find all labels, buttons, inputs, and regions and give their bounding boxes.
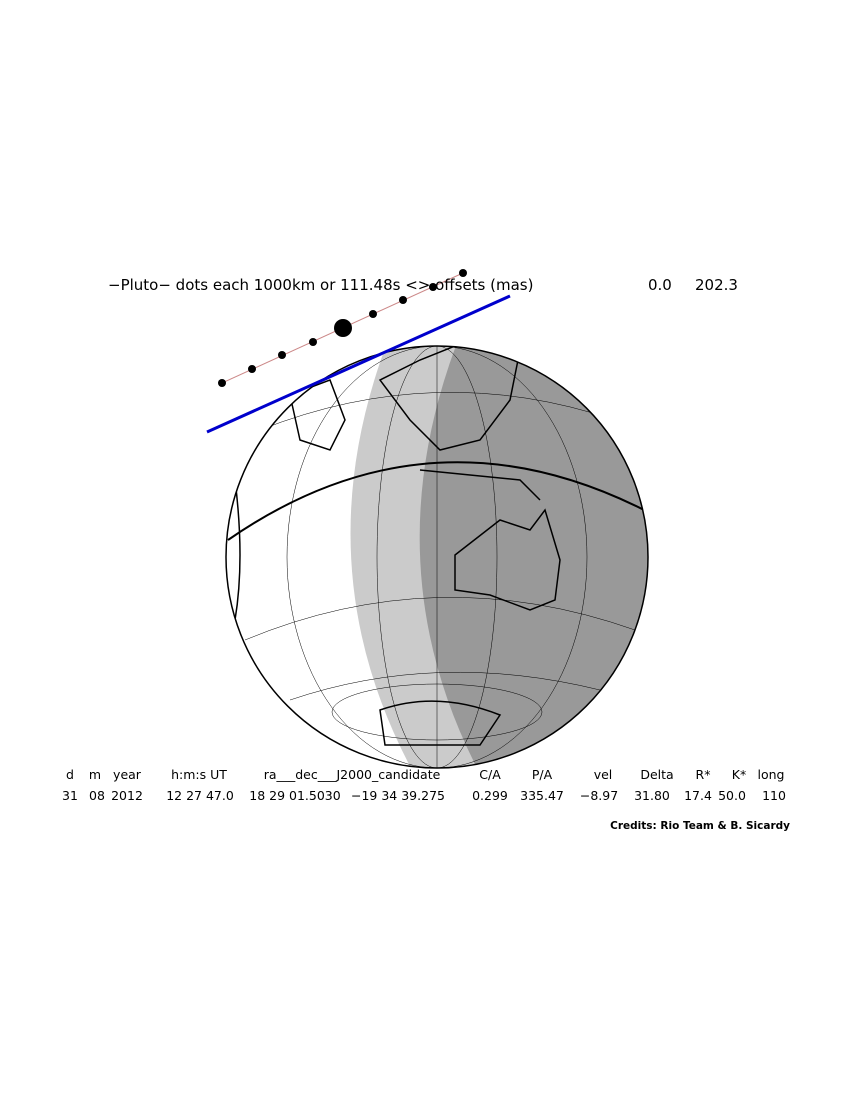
column-header: m [89,767,101,782]
globe [225,345,649,769]
title: −Pluto− dots each 1000km or 111.48s <> o… [108,276,533,294]
offset-y: 202.3 [695,276,738,294]
cell: −8.97 [580,788,618,803]
cell: 18 29 01.5030 [249,788,340,803]
cell: 12 27 47.0 [166,788,234,803]
column-header: h:m:s UT [171,767,227,782]
cell: 110 [762,788,786,803]
column-header: ra___dec___J2000_candidate [264,767,441,782]
column-header: year [113,767,142,782]
shadow-path [206,294,511,434]
dots [218,269,467,387]
column-header: C/A [479,767,501,782]
column-header: Delta [640,767,673,782]
cell: 50.0 [718,788,746,803]
cell: −19 34 39.275 [351,788,445,803]
cell: 17.4 [684,788,712,803]
cell: 08 [89,788,105,803]
cell: 31 [62,788,78,803]
column-header: K* [732,767,746,782]
cell: 0.299 [472,788,508,803]
cell: 2012 [111,788,143,803]
column-header: vel [594,767,613,782]
cell: 335.47 [520,788,564,803]
column-header: d [66,767,74,782]
column-header: long [758,767,785,782]
column-header: P/A [532,767,553,782]
offset-x: 0.0 [648,276,672,294]
cell: 31.80 [634,788,670,803]
credits: Credits: Rio Team & B. Sicardy [610,820,790,832]
column-header: R* [696,767,711,782]
